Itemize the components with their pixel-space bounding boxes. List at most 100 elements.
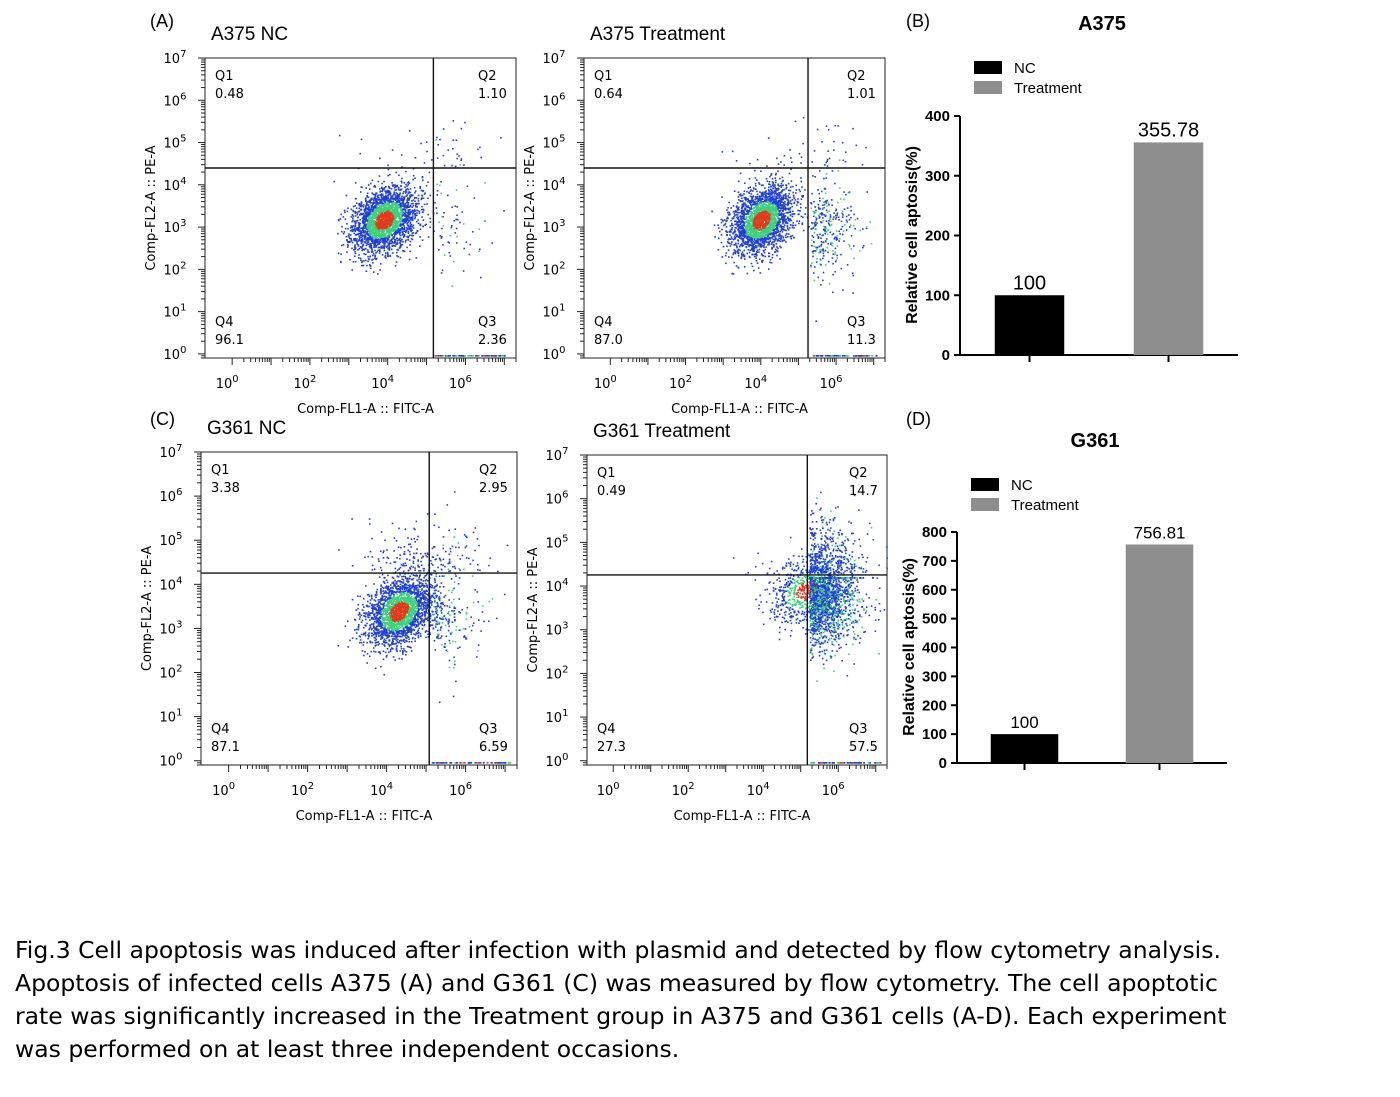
event-point — [402, 211, 405, 214]
event-point — [360, 204, 362, 207]
event-point — [456, 214, 458, 217]
event-point — [382, 221, 384, 223]
event-point — [378, 235, 380, 237]
event-point — [384, 216, 387, 219]
event-point — [374, 249, 376, 252]
event-point — [790, 203, 793, 205]
event-point — [383, 249, 386, 252]
event-point — [395, 215, 397, 217]
event-point — [728, 214, 731, 216]
event-point — [726, 216, 729, 219]
event-point — [791, 199, 794, 201]
event-point — [417, 222, 420, 225]
event-point — [731, 241, 733, 243]
event-point — [397, 197, 399, 199]
event-point — [371, 210, 374, 212]
event-point — [409, 213, 411, 216]
event-point — [376, 195, 379, 197]
event-point — [409, 240, 412, 243]
event-point — [737, 249, 740, 251]
event-point — [382, 226, 385, 229]
event-point — [783, 217, 785, 219]
event-point — [477, 148, 479, 151]
event-point — [383, 219, 386, 221]
event-point — [425, 223, 427, 226]
event-point — [739, 226, 742, 228]
event-point — [458, 155, 460, 157]
event-point — [419, 187, 421, 190]
event-point — [374, 225, 376, 228]
event-point — [764, 239, 766, 241]
event-point — [396, 243, 399, 245]
event-point — [412, 215, 414, 217]
event-point — [388, 218, 391, 221]
event-point — [754, 169, 756, 172]
event-point — [352, 205, 355, 208]
event-point — [347, 244, 349, 247]
event-point — [378, 231, 380, 233]
event-point — [737, 251, 739, 254]
event-point — [756, 249, 759, 251]
event-point — [789, 211, 792, 213]
event-point — [768, 242, 770, 244]
event-point — [366, 230, 369, 233]
event-point — [380, 201, 383, 203]
event-point — [414, 204, 417, 207]
event-point — [365, 200, 367, 202]
event-point — [388, 219, 390, 222]
event-point — [800, 206, 802, 209]
event-point — [377, 217, 379, 220]
event-point — [736, 214, 739, 216]
event-point — [760, 243, 762, 246]
event-point — [730, 243, 733, 245]
event-point — [375, 234, 377, 236]
event-point — [391, 225, 394, 228]
event-point — [743, 255, 746, 258]
event-point — [425, 184, 428, 187]
event-point — [413, 208, 416, 211]
event-point — [749, 202, 751, 204]
event-point — [366, 196, 368, 198]
event-point — [736, 216, 738, 219]
event-point — [404, 202, 406, 205]
event-point — [456, 157, 459, 160]
event-point — [387, 164, 389, 167]
event-point — [756, 190, 758, 193]
event-point — [770, 199, 772, 202]
event-point — [358, 254, 360, 256]
event-point — [363, 210, 366, 213]
event-point — [402, 224, 405, 226]
figure: (A) (B) (C) (D) A375 NCQ10.48Q21.10Q32.3… — [140, 11, 1238, 824]
event-point — [749, 190, 752, 193]
event-point — [417, 219, 419, 221]
event-point — [789, 224, 792, 226]
event-point — [387, 222, 389, 224]
event-point — [451, 206, 453, 209]
event-point — [411, 206, 413, 208]
event-point — [773, 218, 776, 221]
event-point — [763, 193, 765, 195]
event-point — [356, 212, 359, 214]
event-point — [354, 182, 357, 184]
event-point — [359, 257, 362, 260]
event-point — [385, 209, 387, 212]
event-point — [351, 269, 353, 271]
event-point — [407, 181, 410, 183]
event-point — [780, 237, 782, 239]
event-point — [379, 229, 381, 231]
event-point — [753, 188, 755, 190]
event-point — [780, 207, 783, 210]
event-point — [767, 232, 770, 235]
event-point — [746, 238, 749, 240]
event-point — [751, 217, 754, 219]
event-point — [782, 216, 784, 219]
event-point — [370, 226, 372, 229]
event-point — [751, 265, 754, 268]
event-point — [399, 205, 402, 208]
event-point — [403, 227, 406, 229]
event-point — [385, 203, 388, 205]
event-point — [754, 212, 757, 215]
event-point — [778, 223, 780, 226]
event-point — [349, 240, 351, 243]
event-point — [781, 240, 784, 242]
